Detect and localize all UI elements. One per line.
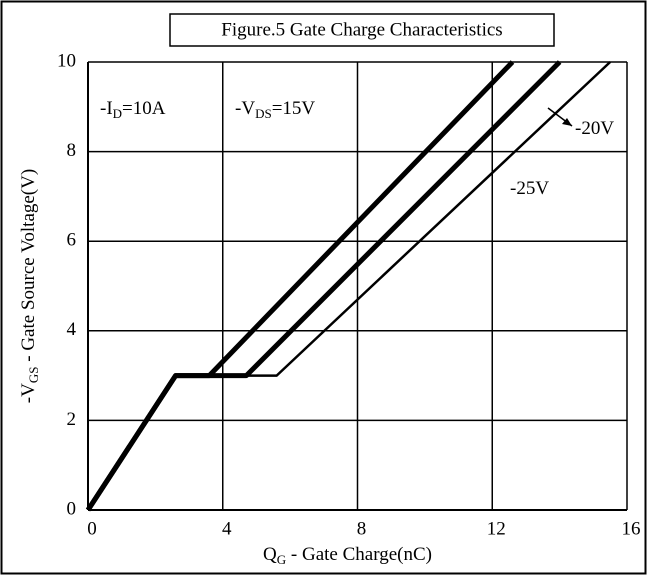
- x-tick-label: 8: [357, 518, 367, 539]
- y-axis-label: -VGS - Gate Source Voltage(V): [18, 169, 41, 403]
- annotation: -20V: [575, 118, 614, 139]
- y-tick-label: 6: [67, 230, 77, 251]
- y-tick-label: 0: [67, 498, 77, 519]
- y-axis-label-rest: - Gate Source Voltage(V): [18, 169, 39, 367]
- y-tick-label: 2: [67, 409, 77, 430]
- annotation: -ID=10A: [100, 98, 166, 121]
- y-tick-label: 10: [57, 50, 76, 71]
- y-tick-label: 8: [67, 140, 77, 161]
- x-axis-label-main: Q: [263, 544, 277, 565]
- x-tick-label: 0: [87, 518, 97, 539]
- annotation-main: -I: [100, 98, 113, 119]
- y-axis-label-sub: GS: [26, 367, 41, 384]
- annotation-main: -V: [235, 98, 255, 119]
- x-axis-label-rest: - Gate Charge(nC): [286, 544, 432, 565]
- annotation: -25V: [510, 178, 549, 199]
- x-axis-label: QG - Gate Charge(nC): [263, 544, 432, 567]
- x-tick-label: 12: [487, 518, 506, 539]
- x-axis-label-sub: G: [277, 552, 286, 567]
- y-axis-label-main: -V: [18, 383, 39, 403]
- annotation-main: -25V: [510, 178, 549, 199]
- x-tick-label: 4: [222, 518, 232, 539]
- title-box: [169, 13, 555, 47]
- annotation-rest: =10A: [122, 98, 166, 119]
- annotation-main: -20V: [575, 118, 614, 139]
- x-tick-label: 16: [622, 518, 641, 539]
- annotation-sub: DS: [255, 106, 272, 121]
- annotation-rest: =15V: [272, 98, 316, 119]
- y-tick-label: 4: [67, 319, 77, 340]
- series-line: [86, 61, 612, 511]
- chart-title: Figure.5 Gate Charge Characteristics: [221, 19, 502, 40]
- arrow-head: [562, 118, 572, 126]
- annotation-sub: D: [113, 106, 122, 121]
- annotation: -VDS=15V: [235, 98, 315, 121]
